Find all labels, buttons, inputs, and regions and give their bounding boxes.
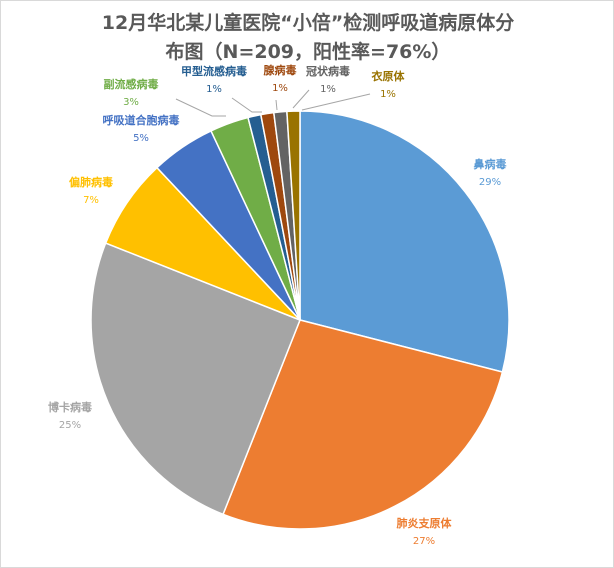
slice-label: 衣原体 — [372, 69, 406, 83]
slice-label: 肺炎支原体 — [397, 516, 453, 530]
slice-percent-label: 1% — [206, 84, 222, 95]
slice-percent-label: 1% — [272, 83, 288, 94]
slice-percent-label: 25% — [59, 420, 81, 431]
chart-title-line-1: 12月华北某儿童医院“小倍”检测呼吸道病原体分 — [101, 12, 515, 34]
leader-line — [275, 99, 278, 111]
chart-title: 12月华北某儿童医院“小倍”检测呼吸道病原体分 布图（N=209，阳性率=76%… — [1, 9, 614, 67]
slice-label: 偏肺病毒 — [69, 175, 113, 189]
slice-label: 冠状病毒 — [306, 64, 350, 78]
pie-slice — [286, 110, 301, 321]
slice-percent-label: 3% — [123, 97, 139, 108]
pie-slice — [90, 242, 301, 516]
slice-percent-label: 1% — [380, 89, 396, 100]
slice-label: 腺病毒 — [264, 63, 297, 77]
slice-percent-label: 1% — [320, 84, 336, 95]
pie-slice — [222, 319, 504, 530]
leader-line — [292, 89, 310, 109]
slice-percent-label: 7% — [83, 195, 99, 206]
slice-label: 甲型流感病毒 — [181, 64, 247, 78]
pie-slice — [299, 110, 510, 373]
slice-percent-label: 29% — [479, 177, 501, 188]
slice-label: 副流感病毒 — [104, 77, 159, 91]
leader-line — [175, 98, 226, 117]
chart-title-line-2: 布图（N=209，阳性率=76%） — [165, 41, 451, 63]
slice-label: 鼻病毒 — [474, 157, 507, 171]
slice-label: 呼吸道合胞病毒 — [103, 113, 180, 127]
slice-label: 博卡病毒 — [48, 400, 92, 414]
slice-percent-label: 5% — [133, 133, 149, 144]
slice-percent-label: 27% — [413, 536, 435, 547]
leader-line — [301, 93, 371, 111]
leader-line — [231, 97, 262, 113]
